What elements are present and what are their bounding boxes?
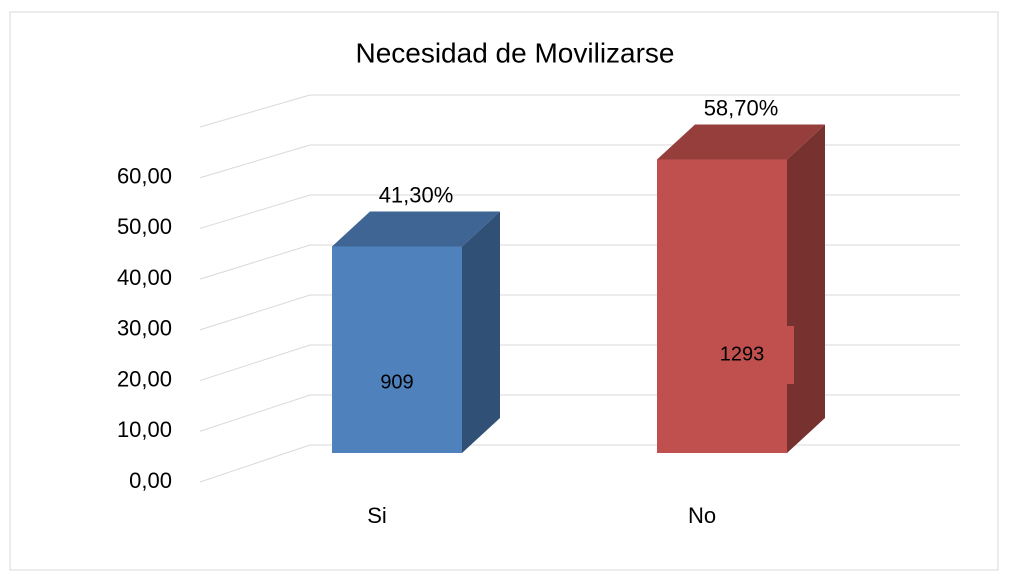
y-tick-label: 50,00 bbox=[117, 214, 172, 239]
y-tick-label: 0,00 bbox=[129, 468, 172, 493]
y-tick-label: 30,00 bbox=[117, 316, 172, 341]
bar-side bbox=[787, 124, 825, 453]
count-label: 909 bbox=[380, 371, 413, 393]
bar bbox=[332, 246, 462, 453]
chart-title: Necesidad de Movilizarse bbox=[355, 37, 674, 68]
y-tick-label: 10,00 bbox=[117, 417, 172, 442]
wall-top bbox=[199, 94, 960, 128]
y-tick-label: 60,00 bbox=[117, 164, 172, 189]
x-tick-label: No bbox=[688, 503, 716, 528]
y-tick-label: 20,00 bbox=[117, 366, 172, 391]
bar-side bbox=[462, 211, 500, 453]
x-tick-label: Si bbox=[367, 503, 387, 528]
count-label-box bbox=[660, 326, 794, 384]
bar-top bbox=[657, 124, 825, 160]
bar-top bbox=[332, 211, 500, 247]
bar bbox=[657, 159, 787, 453]
value-label: 58,70% bbox=[704, 95, 779, 120]
count-label: 1293 bbox=[720, 343, 765, 365]
chart-border bbox=[9, 11, 999, 571]
value-label: 41,30% bbox=[379, 182, 454, 207]
y-tick-label: 40,00 bbox=[117, 265, 172, 290]
